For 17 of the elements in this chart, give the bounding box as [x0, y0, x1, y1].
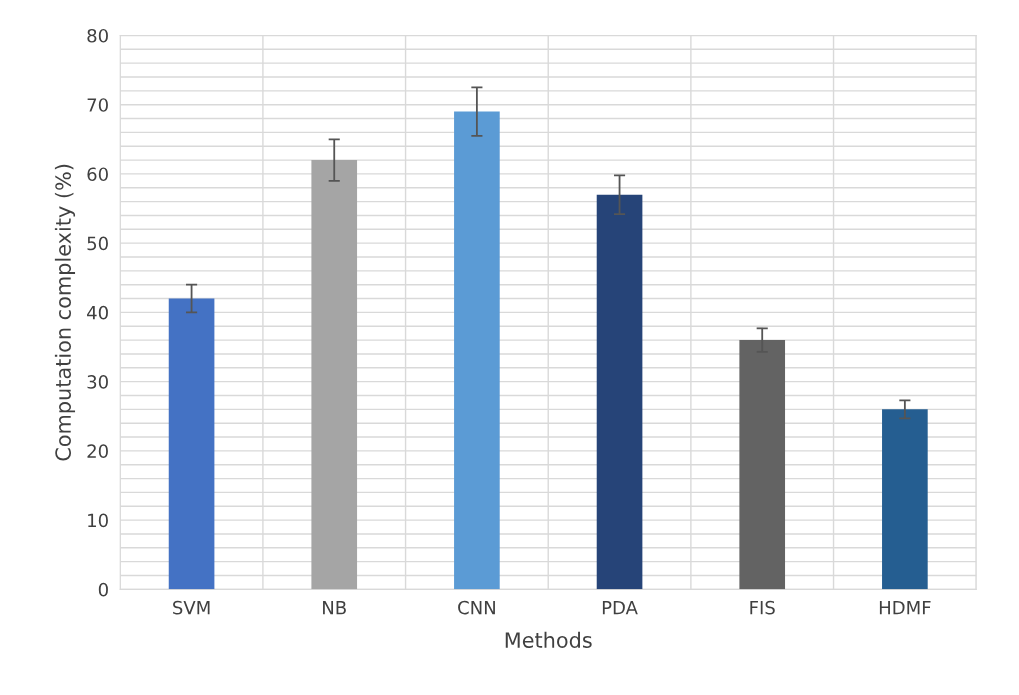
y-tick-label: 70 [87, 98, 108, 112]
y-tick-label: 30 [87, 375, 108, 389]
y-axis-title: Computation complexity (%) [54, 164, 76, 461]
x-tick-label: NB [323, 601, 346, 615]
y-tick-label: 10 [88, 513, 108, 528]
y-tick-label: 50 [87, 236, 108, 251]
y-tick-label: 60 [87, 167, 108, 182]
x-tick-label: SVM [173, 600, 210, 615]
x-tick-label: CNN [458, 600, 495, 615]
y-tick-label: 0 [98, 582, 108, 597]
x-tick-label: FIS [750, 600, 775, 615]
x-tick-label: PDA [602, 601, 638, 615]
y-tick-label: 20 [87, 444, 108, 458]
y-tick-label: 80 [87, 28, 108, 43]
y-tick-label: 40 [87, 305, 108, 320]
x-axis-title: Methods [505, 631, 592, 648]
x-tick-label: HDMF [879, 601, 931, 615]
